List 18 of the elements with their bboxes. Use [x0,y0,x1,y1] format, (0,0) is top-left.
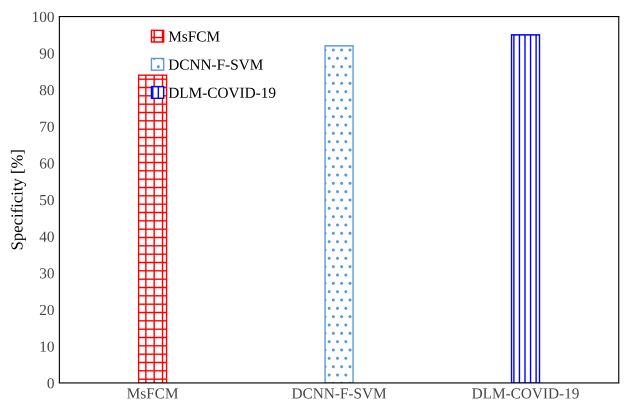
y-tick-label: 0 [47,378,54,388]
x-tick-label: DLM-COVID-19 [472,388,579,399]
y-tick-label: 30 [40,268,54,278]
legend-label: MsFCM [168,31,220,42]
y-tick-label: 90 [40,48,54,59]
y-tick-label: 100 [32,12,54,22]
y-tick-label: 20 [40,304,54,316]
y-tick-label: 40 [40,232,54,242]
y-axis-title: Specificity [%] [10,150,26,250]
y-tick-label: 80 [40,84,54,96]
legend-label: DCNN-F-SVM [168,60,263,70]
y-tick-label: 60 [40,158,54,169]
x-tick-label: DCNN-F-SVM [292,388,386,399]
y-tick-label: 70 [40,122,54,132]
y-tick-label: 50 [40,194,54,206]
legend-label: DLM-COVID-19 [168,88,276,98]
x-tick-label: MsFCM [127,388,178,399]
y-tick-label: 10 [40,341,54,352]
